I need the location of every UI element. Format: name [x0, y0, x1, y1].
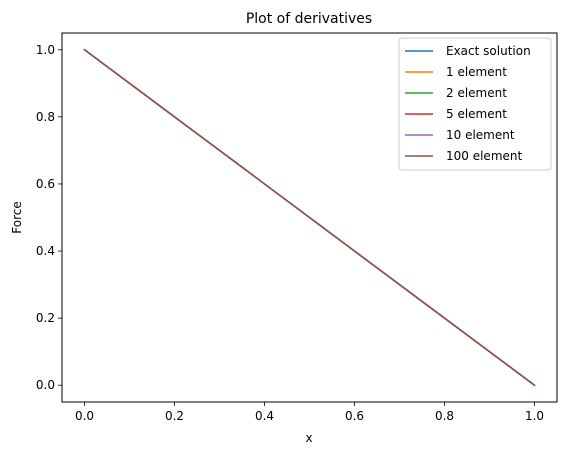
- y-tick-label: 0.2: [36, 311, 55, 325]
- legend-box: [398, 37, 552, 171]
- x-tick-label: 1.0: [525, 409, 544, 423]
- legend-label-0: Exact solution: [446, 44, 531, 58]
- legend-label-1: 1 element: [446, 65, 507, 79]
- x-tick-label: 0.0: [75, 409, 94, 423]
- series-line-5: [83, 48, 536, 387]
- x-tick-label: 0.6: [345, 409, 364, 423]
- y-tick-label: 0.8: [36, 110, 55, 124]
- y-tick-label: 0.4: [36, 244, 55, 258]
- chart-title: Plot of derivatives: [246, 11, 372, 27]
- x-tick-label: 0.8: [435, 409, 454, 423]
- x-axis-ticks: 0.0 0.2 0.4 0.6 0.8 1.0: [75, 402, 544, 423]
- legend-label-3: 5 element: [446, 107, 507, 121]
- y-tick-label: 1.0: [36, 43, 55, 57]
- x-tick-label: 0.2: [165, 409, 184, 423]
- y-axis-ticks: 0.0 0.2 0.4 0.6 0.8 1.0: [36, 43, 62, 392]
- y-axis-label: Force: [10, 201, 24, 233]
- legend-label-5: 100 element: [446, 149, 522, 163]
- legend-label-4: 10 element: [446, 128, 515, 142]
- x-tick-label: 0.4: [255, 409, 274, 423]
- y-tick-label: 0.6: [36, 177, 55, 191]
- x-axis-label: x: [305, 431, 312, 445]
- y-tick-label: 0.0: [36, 378, 55, 392]
- legend-label-2: 2 element: [446, 86, 507, 100]
- plot-area-frame: [61, 32, 558, 403]
- legend: Exact solution 1 element 2 element 5 elemen…: [398, 37, 552, 171]
- series-layer: [83, 48, 536, 387]
